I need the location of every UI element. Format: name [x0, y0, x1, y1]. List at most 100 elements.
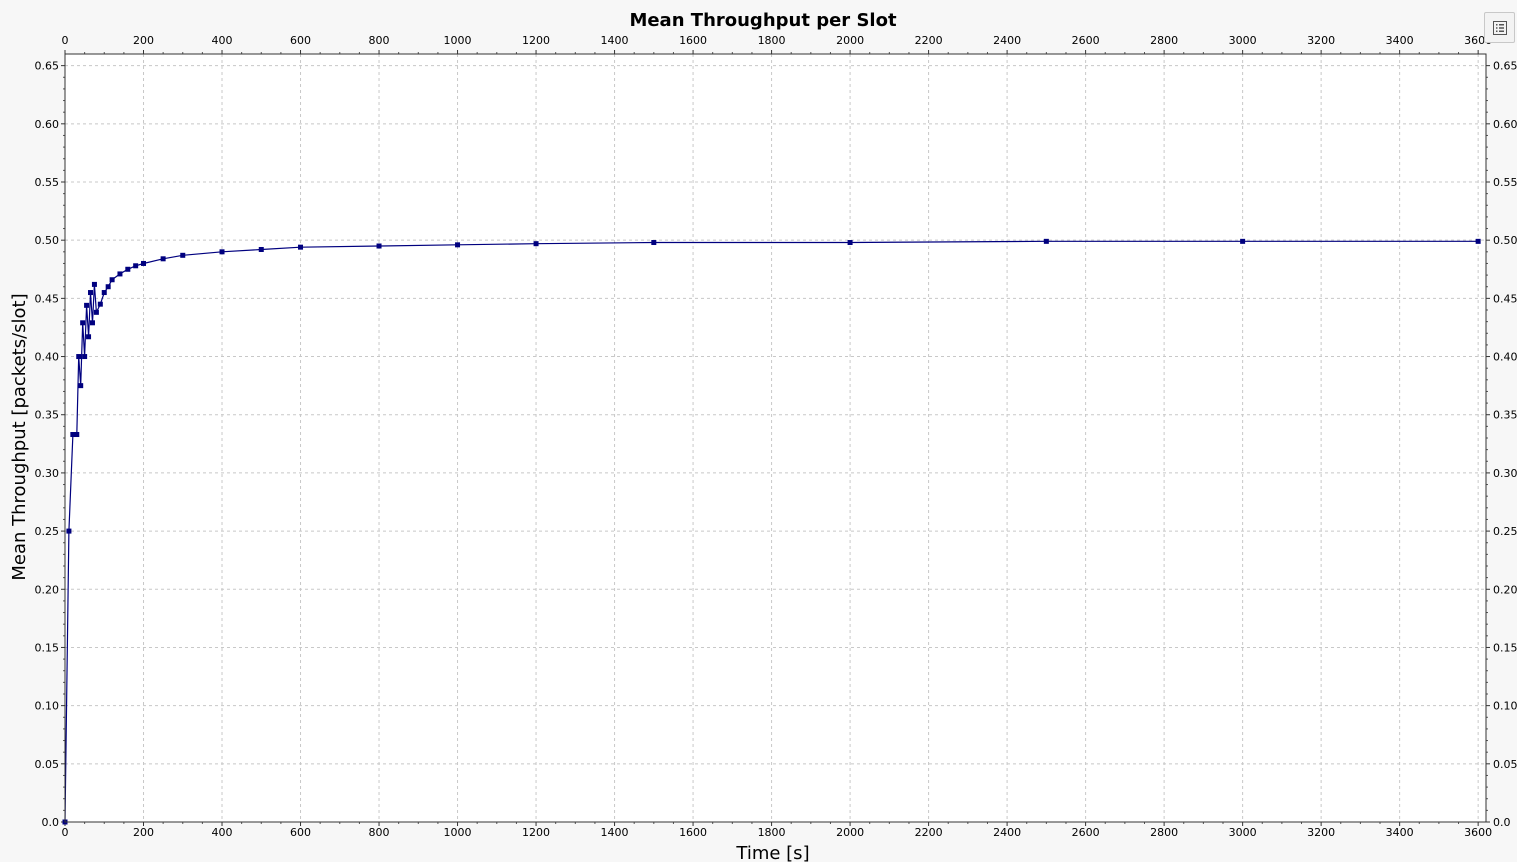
- x-tick-label: 2400: [993, 826, 1021, 839]
- x-tick-label: 2200: [915, 826, 943, 839]
- data-point: [66, 528, 72, 534]
- data-point: [160, 256, 166, 262]
- y-tick-label-right: 0.25: [1493, 525, 1517, 538]
- x-tick-label-top: 600: [290, 34, 311, 47]
- data-point: [80, 320, 86, 326]
- data-point: [1240, 238, 1246, 244]
- x-tick-label-top: 3000: [1229, 34, 1257, 47]
- x-tick-label-top: 2800: [1150, 34, 1178, 47]
- x-tick-label: 800: [369, 826, 390, 839]
- y-tick-label: 0.25: [35, 525, 60, 538]
- x-tick-label-top: 3400: [1386, 34, 1414, 47]
- data-point: [258, 246, 264, 252]
- x-tick-label-top: 1000: [444, 34, 472, 47]
- y-tick-label-right: 0.60: [1493, 118, 1517, 131]
- data-point: [141, 260, 147, 266]
- y-tick-label-right: 0.40: [1493, 351, 1517, 364]
- y-tick-label-right: 0.10: [1493, 700, 1517, 713]
- x-tick-label-top: 2600: [1072, 34, 1100, 47]
- data-point: [74, 432, 80, 438]
- y-tick-label-right: 0.35: [1493, 409, 1517, 422]
- ticks: 0 0 200 200 400 400 600 600 800 800 1000 1000 1200 12…: [35, 34, 1517, 839]
- x-tick-label: 1400: [601, 826, 629, 839]
- x-tick-label: 2800: [1150, 826, 1178, 839]
- data-point: [533, 241, 539, 247]
- data-point: [86, 334, 92, 340]
- y-tick-label: 0.50: [35, 234, 60, 247]
- x-tick-label-top: 1400: [601, 34, 629, 47]
- data-point: [1475, 238, 1481, 244]
- legend-toggle-button[interactable]: [1484, 12, 1515, 43]
- x-tick-label: 0: [62, 826, 69, 839]
- y-tick-label: 0.10: [35, 700, 60, 713]
- plot-frame: [64, 53, 1487, 823]
- data-point: [82, 354, 88, 360]
- y-tick-label: 0.45: [35, 292, 60, 305]
- x-tick-label-top: 0: [62, 34, 69, 47]
- x-tick-label: 2600: [1072, 826, 1100, 839]
- data-point: [78, 383, 84, 389]
- data-point: [847, 240, 853, 246]
- data-point: [180, 252, 186, 258]
- data-point: [84, 302, 90, 308]
- y-tick-label: 0.65: [35, 60, 60, 73]
- x-tick-label: 1600: [679, 826, 707, 839]
- y-tick-label: 0.0: [42, 816, 60, 829]
- y-tick-label: 0.30: [35, 467, 60, 480]
- data-point: [89, 320, 95, 326]
- y-tick-label-right: 0.20: [1493, 583, 1517, 596]
- y-tick-label-right: 0.0: [1493, 816, 1511, 829]
- data-point: [651, 240, 657, 246]
- x-tick-label: 3400: [1386, 826, 1414, 839]
- data-point: [93, 309, 99, 315]
- x-axis-label: Time [s]: [735, 843, 809, 862]
- data-point: [105, 284, 111, 290]
- y-tick-label-right: 0.15: [1493, 641, 1517, 654]
- y-tick-label-right: 0.45: [1493, 292, 1517, 305]
- plot-area: [65, 54, 1486, 822]
- x-tick-label-top: 1800: [758, 34, 786, 47]
- series-layer: [62, 238, 1481, 825]
- x-tick-label: 1200: [522, 826, 550, 839]
- x-tick-label: 200: [133, 826, 154, 839]
- x-tick-label-top: 2200: [915, 34, 943, 47]
- y-tick-label-right: 0.55: [1493, 176, 1517, 189]
- x-tick-label: 2000: [836, 826, 864, 839]
- y-tick-label-right: 0.65: [1493, 60, 1517, 73]
- y-tick-label: 0.35: [35, 409, 60, 422]
- x-tick-label-top: 3200: [1307, 34, 1335, 47]
- data-point: [125, 266, 131, 272]
- y-tick-label: 0.05: [35, 758, 60, 771]
- x-tick-label: 1800: [758, 826, 786, 839]
- y-tick-label-right: 0.05: [1493, 758, 1517, 771]
- y-tick-label: 0.20: [35, 583, 60, 596]
- data-point: [70, 432, 76, 438]
- data-point: [376, 243, 382, 249]
- x-tick-label-top: 2400: [993, 34, 1021, 47]
- x-tick-label-top: 400: [212, 34, 233, 47]
- x-tick-label-top: 200: [133, 34, 154, 47]
- y-axis-label: Mean Throughput [packets/slot]: [9, 293, 30, 580]
- x-tick-label-top: 2000: [836, 34, 864, 47]
- x-tick-label-top: 1200: [522, 34, 550, 47]
- x-tick-label: 400: [212, 826, 233, 839]
- y-tick-label-right: 0.30: [1493, 467, 1517, 480]
- y-tick-label: 0.40: [35, 351, 60, 364]
- x-tick-label: 3000: [1229, 826, 1257, 839]
- x-tick-label: 600: [290, 826, 311, 839]
- data-point: [298, 244, 304, 250]
- data-point: [219, 249, 225, 255]
- data-point: [76, 354, 82, 360]
- chart-title: Mean Throughput per Slot: [629, 10, 897, 31]
- data-point: [117, 271, 123, 277]
- data-point: [88, 290, 94, 296]
- y-tick-label-right: 0.50: [1493, 234, 1517, 247]
- x-tick-label-top: 1600: [679, 34, 707, 47]
- data-point: [91, 281, 97, 287]
- y-tick-label: 0.55: [35, 176, 60, 189]
- x-tick-label: 1000: [444, 826, 472, 839]
- list-icon: [1493, 21, 1507, 35]
- y-tick-label: 0.15: [35, 641, 60, 654]
- x-tick-label: 3600: [1464, 826, 1492, 839]
